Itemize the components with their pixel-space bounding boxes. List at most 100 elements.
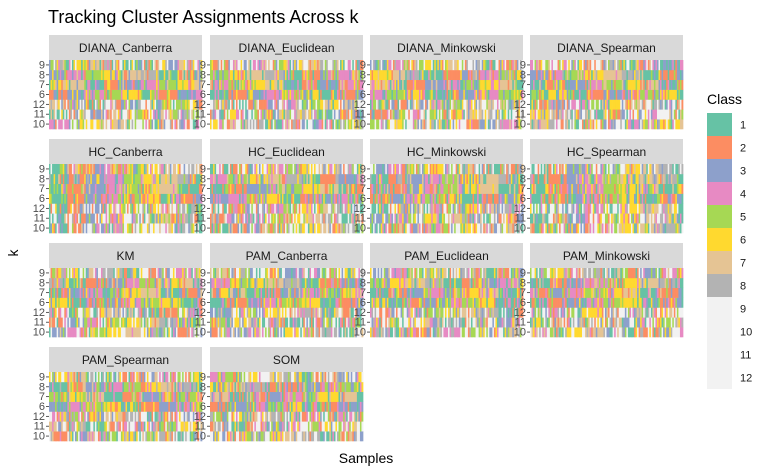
tile <box>647 60 650 71</box>
tile <box>656 69 659 81</box>
tile <box>481 213 484 224</box>
tile <box>563 109 566 120</box>
tile <box>295 99 298 110</box>
tile <box>405 79 408 90</box>
tile <box>237 203 240 214</box>
tile <box>451 183 453 194</box>
tile <box>495 213 498 224</box>
tile <box>143 223 146 234</box>
tile <box>408 109 411 120</box>
tile <box>441 89 444 100</box>
tile <box>189 203 192 214</box>
tile <box>481 109 484 120</box>
tile <box>418 223 421 234</box>
tile <box>585 109 587 120</box>
tile <box>297 119 300 130</box>
tile <box>409 69 412 81</box>
tile <box>116 119 119 130</box>
tile <box>507 79 510 90</box>
tile <box>70 164 73 175</box>
tile <box>359 193 362 204</box>
tile <box>79 60 82 71</box>
tile <box>448 173 450 185</box>
tile <box>269 173 272 185</box>
tile <box>470 79 473 90</box>
tile <box>463 119 466 130</box>
tile <box>557 89 560 100</box>
tile <box>145 60 148 71</box>
tile <box>114 79 117 90</box>
tile <box>435 79 438 90</box>
tile <box>123 183 126 194</box>
tile <box>188 60 191 71</box>
tile <box>123 79 126 90</box>
tile <box>228 183 231 194</box>
tile <box>338 109 341 120</box>
y-tick-label: 7 <box>520 79 526 91</box>
tile <box>620 69 623 81</box>
tile <box>438 164 441 175</box>
tile <box>70 109 73 120</box>
tile <box>149 193 152 204</box>
tile <box>68 213 71 224</box>
tile <box>82 223 85 234</box>
tile <box>618 99 621 110</box>
tile <box>160 164 163 175</box>
tile <box>435 173 438 185</box>
tile <box>84 69 87 81</box>
tile <box>603 60 606 71</box>
tile <box>88 79 91 90</box>
tile <box>669 79 672 90</box>
tile <box>624 79 627 90</box>
tile <box>545 119 548 130</box>
tile <box>478 173 481 185</box>
tile <box>185 69 188 81</box>
tile <box>217 69 220 81</box>
tile <box>650 60 653 71</box>
tile <box>443 183 446 194</box>
tile <box>332 183 335 194</box>
tile <box>621 69 624 81</box>
tile <box>223 223 226 234</box>
tile <box>91 79 94 90</box>
tile <box>137 99 140 110</box>
tile <box>278 69 281 81</box>
tile <box>314 223 316 234</box>
tile <box>383 183 386 194</box>
tile <box>195 203 198 214</box>
tile <box>589 69 592 81</box>
tile <box>658 79 661 90</box>
tile <box>452 99 455 110</box>
tile <box>108 119 111 130</box>
tile <box>650 99 653 110</box>
tile <box>591 69 594 81</box>
tile <box>490 213 493 224</box>
tile <box>217 89 220 100</box>
tile <box>409 79 412 90</box>
tile <box>638 109 641 120</box>
tile <box>481 79 484 90</box>
tile <box>172 223 175 234</box>
tile <box>458 109 461 120</box>
tile <box>530 119 532 130</box>
tile <box>455 79 458 90</box>
tile <box>177 89 180 100</box>
tile <box>62 173 65 185</box>
tile <box>214 203 217 214</box>
tile <box>655 89 658 100</box>
tile <box>171 60 174 71</box>
tile <box>133 119 136 130</box>
tile <box>114 99 117 110</box>
tile <box>62 193 65 204</box>
tile <box>128 109 131 120</box>
tile <box>291 69 293 81</box>
tile <box>71 173 74 185</box>
tile <box>110 119 113 130</box>
tile <box>169 193 172 204</box>
tile <box>335 79 338 90</box>
tile <box>61 213 64 224</box>
tile <box>575 79 578 90</box>
tile <box>159 79 162 90</box>
tile <box>568 60 571 71</box>
tile <box>265 164 267 175</box>
